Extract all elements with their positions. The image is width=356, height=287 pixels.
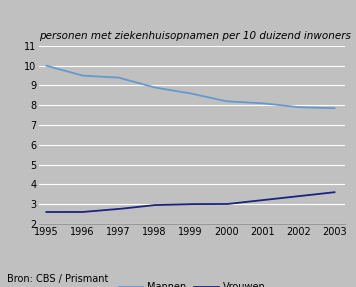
Line: Vrouwen: Vrouwen xyxy=(46,192,335,212)
Vrouwen xyxy=(44,210,48,214)
Text: personen met ziekenhuisopnamen per 10 duizend inwoners: personen met ziekenhuisopnamen per 10 du… xyxy=(39,31,351,41)
Mannen xyxy=(44,64,48,67)
Mannen xyxy=(98,75,102,78)
Mannen xyxy=(318,106,322,110)
Mannen xyxy=(62,69,66,72)
Vrouwen xyxy=(333,191,337,194)
Vrouwen xyxy=(121,207,125,210)
Mannen xyxy=(121,77,125,81)
Text: Bron: CBS / Prismant: Bron: CBS / Prismant xyxy=(7,274,109,284)
Vrouwen xyxy=(308,193,312,197)
Vrouwen xyxy=(62,210,66,214)
Legend: Mannen, Vrouwen: Mannen, Vrouwen xyxy=(115,279,269,287)
Vrouwen xyxy=(56,210,60,214)
Mannen xyxy=(308,106,312,109)
Line: Mannen: Mannen xyxy=(46,66,335,108)
Mannen xyxy=(333,106,337,110)
Vrouwen xyxy=(98,209,102,212)
Vrouwen xyxy=(318,192,322,195)
Mannen xyxy=(56,67,60,71)
